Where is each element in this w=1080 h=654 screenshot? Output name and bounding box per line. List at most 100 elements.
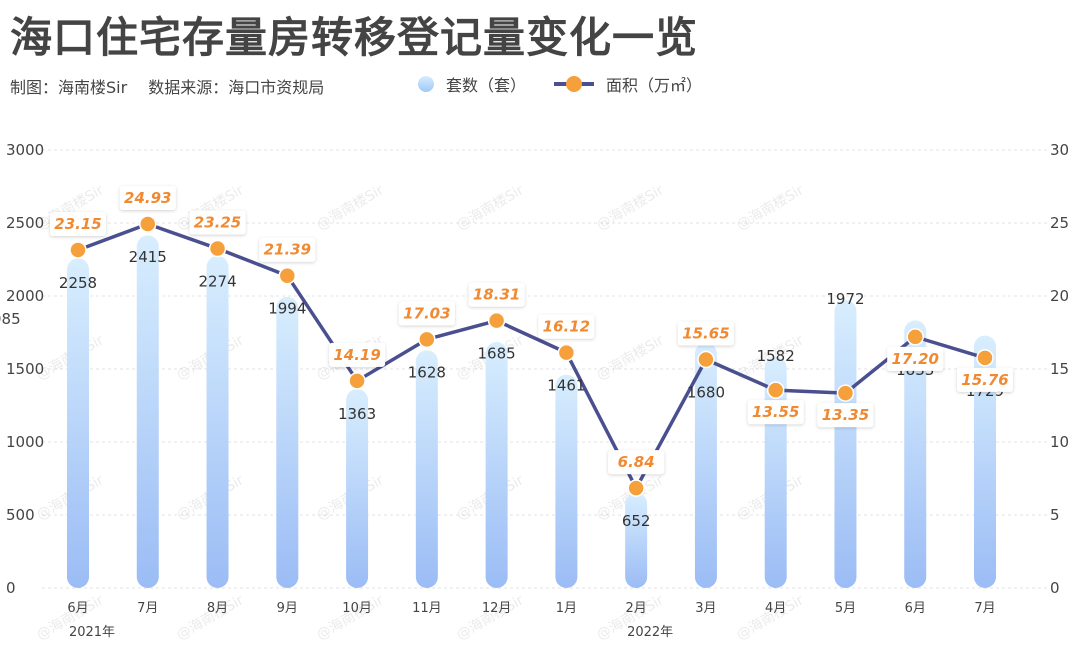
data-source: 数据来源：海口市资规局 [148, 78, 325, 97]
bar-7月[interactable] [136, 235, 159, 588]
data-labels: 2258 2415 2274 1994 1363 1628 1685 1461 652 1680 1… [50, 186, 1013, 530]
x-axis-label: 10月 [342, 601, 372, 616]
x-axis-label: 7月 [974, 601, 995, 616]
right-axis-tick: 30 [1050, 141, 1069, 159]
watermark-text: @海南楼Sir [454, 592, 527, 643]
right-axis-tick: 10 [1050, 433, 1069, 451]
area-label-box [677, 321, 734, 346]
line-point[interactable] [418, 330, 436, 349]
line-point[interactable] [836, 384, 855, 402]
x-axis-label: 9月 [277, 601, 298, 616]
x-axis-label: 5月 [835, 601, 856, 616]
bar-5月[interactable] [834, 300, 857, 588]
legend-item-bars[interactable]: 套数（套） [418, 72, 526, 96]
bar-value-label: 2258 [59, 274, 97, 292]
area-value-label: 23.15 [54, 215, 101, 233]
bar-value-label: 1680 [687, 384, 725, 402]
bar-value-label: 1972 [826, 290, 864, 308]
area-value-label: 16.12 [543, 318, 590, 336]
bar-8月[interactable] [206, 255, 229, 588]
area-value-label: 17.20 [892, 350, 939, 368]
area-value-label: 21.39 [264, 241, 311, 259]
chart-legend: 套数（套） 面积（万㎡） [418, 72, 730, 96]
left-axis-tick: 1000 [6, 433, 44, 451]
bar-6月[interactable] [904, 320, 927, 588]
bar-value-label: 2415 [129, 248, 167, 266]
bar-11月[interactable] [415, 350, 438, 588]
left-axis-tick: 2000 [6, 287, 44, 305]
chart-title: 海口住宅存量房转移登记量变化一览 [10, 13, 699, 62]
area-label-box [119, 186, 176, 211]
line-point[interactable] [487, 311, 506, 330]
bar-value-label: 1685 [478, 345, 516, 363]
axes: 0 500 1000 1500 2000 2500 3000 0 5 10 15 20 25 30 985 6… [0, 141, 1069, 640]
line-point[interactable] [69, 241, 87, 259]
watermark-text: @海南楼Sir [174, 592, 247, 643]
bar-value-label: 1628 [408, 363, 446, 381]
line-point[interactable] [697, 350, 715, 369]
line-point[interactable] [208, 239, 227, 258]
area-value-label: 24.93 [124, 189, 171, 207]
area-label-box [50, 212, 106, 237]
edge-value-label: 985 [0, 310, 21, 328]
bar-12月[interactable] [485, 341, 508, 588]
bar-value-label: 1461 [547, 377, 585, 395]
left-axis-tick: 0 [6, 579, 16, 597]
x-axis-label: 2月 [626, 601, 647, 616]
legend-line-label: 面积（万㎡） [606, 76, 703, 95]
left-axis-tick: 3000 [6, 141, 44, 159]
line-point[interactable] [139, 215, 157, 233]
right-axis-tick: 5 [1050, 506, 1060, 524]
line-series [69, 215, 994, 497]
bar-3月[interactable] [694, 342, 717, 588]
watermark-text: @海南楼Sir [734, 182, 807, 233]
legend-bar-label: 套数（套） [446, 76, 527, 95]
line-point[interactable] [766, 381, 785, 399]
watermark-text: @海南楼Sir [594, 182, 667, 233]
area-value-label: 13.55 [752, 403, 799, 421]
legend-bar-swatch [418, 76, 434, 92]
line-point[interactable] [627, 479, 645, 497]
bar-value-label: 1994 [268, 300, 306, 318]
x-axis-label: 6月 [905, 601, 926, 616]
year-label: 2022年 [627, 625, 673, 640]
right-axis-tick: 15 [1050, 360, 1069, 378]
watermark-text: @海南楼Sir [314, 182, 387, 233]
watermark-text: @海南楼Sir [594, 332, 667, 383]
bar-1月[interactable] [555, 374, 578, 588]
right-axis-tick: 25 [1050, 214, 1069, 232]
right-axis-tick: 20 [1050, 287, 1069, 305]
bar-9月[interactable] [276, 296, 299, 588]
line-point[interactable] [348, 372, 366, 390]
bar-value-label: 1363 [338, 405, 376, 423]
x-axis-label: 6月 [67, 601, 88, 616]
left-axis-tick: 1500 [6, 360, 44, 378]
x-axis-label: 3月 [695, 601, 716, 616]
legend-line-swatch [554, 76, 595, 92]
watermark-text: @海南楼Sir [454, 182, 527, 233]
area-value-label: 17.03 [403, 304, 450, 322]
bar-10月[interactable] [346, 389, 369, 588]
bar-6月[interactable] [67, 258, 89, 588]
line-point[interactable] [278, 266, 297, 285]
bar-7月[interactable] [974, 335, 996, 588]
line-point[interactable] [976, 349, 994, 367]
x-axis-label: 12月 [482, 601, 512, 616]
area-line [77, 222, 986, 490]
x-axis-label: 8月 [207, 601, 228, 616]
line-point[interactable] [557, 343, 576, 362]
legend-item-line[interactable]: 面积（万㎡） [554, 72, 702, 96]
area-label-box [887, 346, 944, 371]
area-label-box [259, 237, 316, 262]
maker-credit: 制图：海南楼Sir [10, 78, 128, 97]
watermark-text: @海南楼Sir [314, 592, 387, 643]
area-label-box [747, 400, 804, 425]
area-value-label: 15.76 [961, 371, 1008, 389]
bar-2月[interactable] [625, 492, 648, 588]
line-point[interactable] [906, 328, 924, 346]
area-label-box [817, 403, 874, 428]
area-label-box [468, 282, 525, 307]
area-value-label: 18.31 [473, 286, 520, 304]
left-axis-tick: 2500 [6, 214, 44, 232]
bar-value-label: 2274 [198, 273, 236, 291]
